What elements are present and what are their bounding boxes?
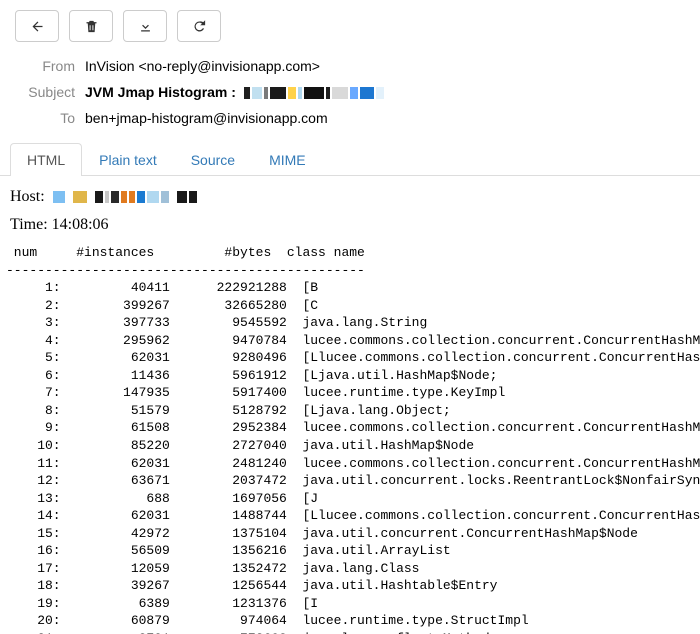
trash-icon — [84, 19, 99, 34]
tab-mime[interactable]: MIME — [252, 143, 323, 176]
histogram-rows: 1: 40411 222921288 [B 2: 399267 32665280… — [6, 279, 700, 634]
host-line: Host: — [6, 188, 700, 206]
subject-value: JVM Jmap Histogram : — [85, 79, 386, 105]
subject-text: JVM Jmap Histogram : — [85, 84, 240, 100]
host-label: Host: — [10, 188, 49, 205]
email-headers: From InVision <no-reply@invisionapp.com>… — [0, 47, 700, 143]
from-value: InVision <no-reply@invisionapp.com> — [85, 53, 320, 79]
tab-html[interactable]: HTML — [10, 143, 82, 176]
redacted-pixel-bar — [244, 87, 386, 99]
time-value: 14:08:06 — [52, 216, 109, 233]
histogram-header: num #instances #bytes class name — [6, 244, 700, 262]
time-label: Time: — [10, 216, 52, 233]
download-icon — [138, 19, 153, 34]
from-label: From — [15, 53, 85, 79]
tab-plain-text[interactable]: Plain text — [82, 143, 174, 176]
email-body: Host: Time: 14:08:06 num #instances #byt… — [0, 176, 700, 634]
to-label: To — [15, 105, 85, 131]
header-to-row: To ben+jmap-histogram@invisionapp.com — [15, 105, 685, 131]
time-line: Time: 14:08:06 — [6, 216, 700, 234]
redacted-pixel-bar — [53, 191, 199, 203]
tab-bar: HTML Plain text Source MIME — [0, 143, 700, 176]
arrow-left-icon — [30, 19, 45, 34]
back-button[interactable] — [15, 10, 59, 42]
histogram-divider: ----------------------------------------… — [6, 262, 700, 280]
refresh-button[interactable] — [177, 10, 221, 42]
to-value: ben+jmap-histogram@invisionapp.com — [85, 105, 328, 131]
download-button[interactable] — [123, 10, 167, 42]
header-subject-row: Subject JVM Jmap Histogram : — [15, 79, 685, 105]
subject-label: Subject — [15, 79, 85, 105]
refresh-icon — [192, 19, 207, 34]
header-from-row: From InVision <no-reply@invisionapp.com> — [15, 53, 685, 79]
toolbar — [0, 0, 700, 47]
tab-source[interactable]: Source — [174, 143, 252, 176]
delete-button[interactable] — [69, 10, 113, 42]
